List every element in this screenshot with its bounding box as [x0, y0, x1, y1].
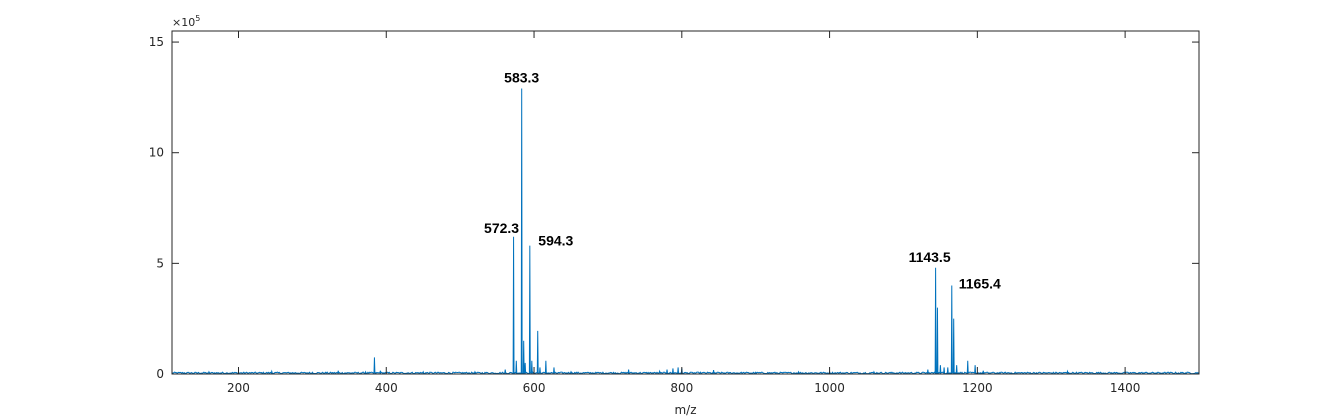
x-axis-label: m/z — [674, 403, 696, 417]
x-tick-label: 1400 — [1110, 381, 1141, 395]
y-tick-label: 5 — [156, 256, 164, 270]
y-tick-label: 15 — [149, 35, 164, 49]
peak-label: 583.3 — [504, 70, 539, 86]
peak-label: 594.3 — [538, 233, 573, 249]
peak-label: 1165.4 — [959, 275, 1001, 291]
y-exponent-base: ×10 — [172, 16, 195, 29]
x-tick-label: 600 — [523, 381, 546, 395]
x-tick-label: 800 — [670, 381, 693, 395]
axis-tick-labels: 200 400 600 800 1000 1200 1400 0 5 10 15 — [149, 35, 1141, 395]
x-tick-label: 200 — [227, 381, 250, 395]
y-tick-label: 0 — [156, 367, 164, 381]
peak-label: 572.3 — [484, 220, 519, 236]
y-tick-label: 10 — [149, 146, 164, 160]
x-tick-label: 1000 — [814, 381, 845, 395]
axis-ticks — [172, 31, 1199, 375]
y-exponent-power: 5 — [195, 14, 200, 23]
y-axis-exponent: ×105 — [172, 14, 200, 29]
spectrum-line — [171, 88, 1200, 375]
axes-box — [171, 30, 1200, 375]
peak-label: 1143.5 — [909, 249, 951, 265]
peak-annotations: 583.3 572.3 594.3 1143.5 1165.4 — [484, 70, 1001, 292]
x-tick-label: 1200 — [962, 381, 993, 395]
plot-area — [171, 88, 1200, 375]
x-tick-label: 400 — [375, 381, 398, 395]
